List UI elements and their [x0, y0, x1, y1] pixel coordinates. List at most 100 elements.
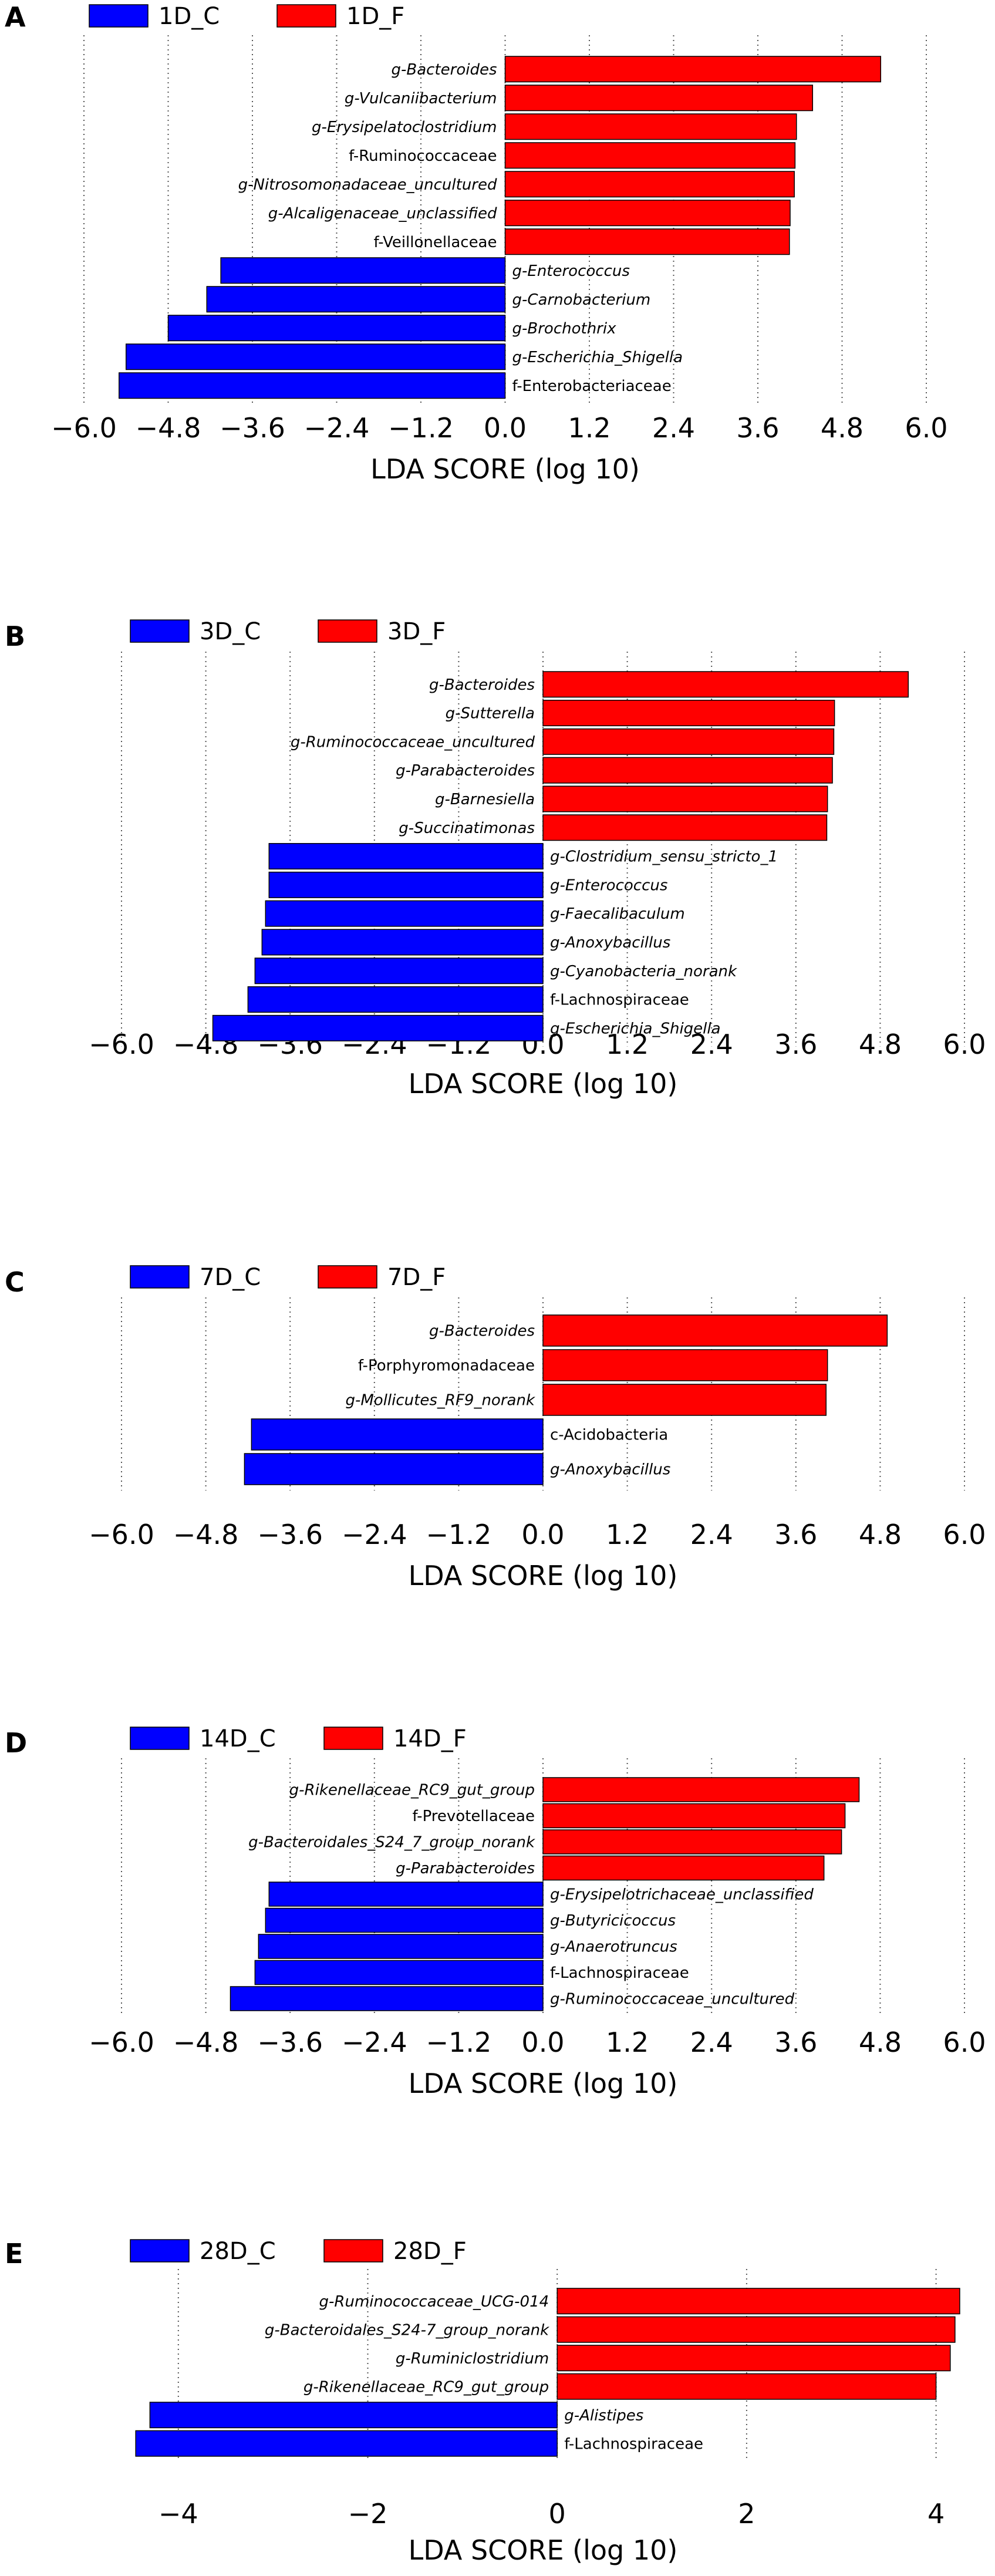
- x-axis-title: LDA SCORE (log 10): [409, 2534, 678, 2566]
- x-tick-label: 0: [549, 2498, 566, 2530]
- x-tick-label: −6.0: [89, 1519, 154, 1550]
- x-tick-label: −4.8: [173, 2027, 239, 2058]
- x-tick-label: 0.0: [521, 2027, 564, 2058]
- legend-swatch-28D_C: [130, 2239, 190, 2263]
- x-axis-title: LDA SCORE (log 10): [409, 1560, 678, 1592]
- bar-label: c-Acidobacteria: [550, 1427, 668, 1444]
- bar-label: g-Butyricicoccus: [550, 1912, 676, 1930]
- legend-label-7D_F: 7D_F: [387, 1264, 446, 1291]
- x-tick-label: 0.0: [484, 412, 527, 444]
- bar-label: g-Enterococcus: [550, 876, 667, 894]
- bar-g-Enterococcus: [220, 257, 506, 284]
- bar-label: g-Parabacteroides: [396, 1860, 535, 1877]
- x-axis-title: LDA SCORE (log 10): [409, 1068, 678, 1100]
- x-axis-title: LDA SCORE (log 10): [409, 2068, 678, 2099]
- legend-label-1D_F: 1D_F: [346, 3, 404, 30]
- bar-label: g-Erysipelatoclostridium: [312, 119, 497, 136]
- legend-label-14D_F: 14D_F: [393, 1725, 467, 1752]
- bar-label: g-Escherichia_Shigella: [512, 349, 683, 366]
- bar-label: g-Sutterella: [446, 705, 535, 723]
- bar-g-Succinatimonas: [542, 814, 828, 841]
- panel-letter: B: [5, 621, 25, 652]
- legend-swatch-3D_C: [130, 619, 190, 643]
- legend-label-28D_C: 28D_C: [200, 2238, 276, 2265]
- bar-g-Bacteroides: [542, 1314, 888, 1347]
- legend-label-1D_C: 1D_C: [158, 3, 220, 30]
- bar-label: f-Lachnospiraceae: [564, 2435, 703, 2453]
- legend-label-28D_F: 28D_F: [393, 2238, 467, 2265]
- x-tick-label: 6.0: [943, 1029, 986, 1060]
- x-tick-label: −1.2: [388, 412, 454, 444]
- bar-g-Ruminococcaceae_uncultured: [542, 728, 835, 755]
- bar-g-Parabacteroides: [542, 1855, 825, 1881]
- bar-g-Bacteroidales_S24-7_group_norank: [556, 2316, 956, 2343]
- legend-label-3D_F: 3D_F: [387, 618, 446, 645]
- bar-g-Bacteroides: [542, 671, 909, 698]
- legend-swatch-1D_F: [276, 4, 336, 28]
- bar-label: g-Bacteroides: [391, 61, 497, 79]
- bar-g-Faecalibaculum: [265, 900, 544, 927]
- x-tick-label: 1.2: [606, 1029, 649, 1060]
- x-tick-label: 4: [927, 2498, 945, 2530]
- bar-label: g-Anaerotruncus: [550, 1938, 677, 1956]
- x-tick-label: 1.2: [606, 1519, 649, 1550]
- x-tick-label: −3.6: [220, 412, 285, 444]
- bar-f-Ruminococcaceae: [504, 142, 796, 169]
- x-tick-label: 0.0: [521, 1519, 564, 1550]
- bar-g-Cyanobacteria_norank: [254, 957, 544, 984]
- x-tick-label: 4.8: [859, 1029, 902, 1060]
- x-tick-label: 6.0: [943, 2027, 986, 2058]
- bar-label: g-Ruminococcaceae_uncultured: [550, 1991, 795, 2008]
- bar-label: g-Bacteroides: [429, 1323, 535, 1340]
- bar-label: g-Enterococcus: [512, 262, 630, 280]
- bar-f-Enterobacteriaceae: [119, 372, 506, 399]
- x-tick-label: −2.4: [342, 2027, 407, 2058]
- x-tick-label: 6.0: [905, 412, 947, 444]
- bar-f-Lachnospiraceae: [135, 2430, 558, 2457]
- x-tick-label: 3.6: [774, 1029, 817, 1060]
- bar-f-Lachnospiraceae: [247, 986, 544, 1013]
- legend-swatch-28D_F: [323, 2239, 383, 2263]
- bar-label: g-Bacteroidales_S24_7_group_norank: [248, 1834, 535, 1852]
- bar-g-Clostridium_sensu_stricto_1: [268, 843, 544, 870]
- panel-letter: A: [5, 1, 26, 33]
- bar-g-Bacteroidales_S24_7_group_norank: [542, 1829, 842, 1855]
- legend-label-7D_C: 7D_C: [200, 1264, 261, 1291]
- bar-g-Ruminococcaceae_uncultured: [230, 1986, 544, 2011]
- x-tick-label: −3.6: [257, 2027, 323, 2058]
- x-tick-label: −4.8: [136, 412, 201, 444]
- bar-g-Bacteroides: [504, 56, 882, 83]
- panel-B: B 3D_C 3D_F−6.0 −4.8 −3.6 −2.4 −1.2 0.0 1.2 2.4 3.…: [5, 618, 986, 1100]
- x-tick-label: −3.6: [257, 1519, 323, 1550]
- x-tick-label: 2.4: [690, 1029, 733, 1060]
- x-tick-label: −6.0: [51, 412, 117, 444]
- x-tick-label: 2.4: [690, 2027, 733, 2058]
- bar-label: f-Enterobacteriaceae: [512, 377, 672, 395]
- x-tick-label: 1.2: [568, 412, 611, 444]
- bar-f-Lachnospiraceae: [254, 1960, 544, 1985]
- bar-label: f-Porphyromonadaceae: [358, 1357, 535, 1375]
- panel-D: D 14D_C 14D_F −6.0 −4.8 −3.6 −2.4 −1.2 0.0 1.2 2.4…: [5, 1725, 986, 2099]
- bar-g-Escherichia_Shigella: [126, 343, 506, 370]
- bar-g-Anoxybacillus: [244, 1453, 544, 1485]
- bar-g-Butyricicoccus: [265, 1907, 544, 1933]
- legend-swatch-7D_F: [318, 1265, 377, 1289]
- bar-label: g-Ruminococcaceae_UCG-014: [319, 2293, 549, 2311]
- bar-g-Erysipelotrichaceae_unclassified: [268, 1882, 544, 1907]
- bar-label: g-Nitrosomonadaceae_uncultured: [238, 176, 497, 194]
- bar-label: g-Faecalibaculum: [550, 905, 685, 923]
- bar-label: f-Prevotellaceae: [412, 1808, 535, 1825]
- legend-swatch-14D_F: [323, 1727, 383, 1750]
- legend-swatch-1D_C: [89, 4, 149, 28]
- x-tick-label: 3.6: [736, 412, 779, 444]
- bar-g-Parabacteroides: [542, 757, 833, 784]
- bar-label: g-Anoxybacillus: [550, 1461, 670, 1479]
- x-tick-label: 4.8: [859, 2027, 902, 2058]
- bar-g-Vulcaniibacterium: [504, 85, 814, 112]
- panel-A: A 1D_C 1D_F −6.0 −4.8 −3.6 −2.4 −1.2 0.0 1.2 2.4 3.…: [5, 1, 948, 485]
- bar-c-Acidobacteria: [251, 1418, 544, 1451]
- bar-label: g-Vulcaniibacterium: [345, 90, 497, 107]
- legend-swatch-7D_C: [130, 1265, 190, 1289]
- bar-g-Brochothrix: [167, 315, 506, 342]
- x-tick-label: 3.6: [774, 1519, 817, 1550]
